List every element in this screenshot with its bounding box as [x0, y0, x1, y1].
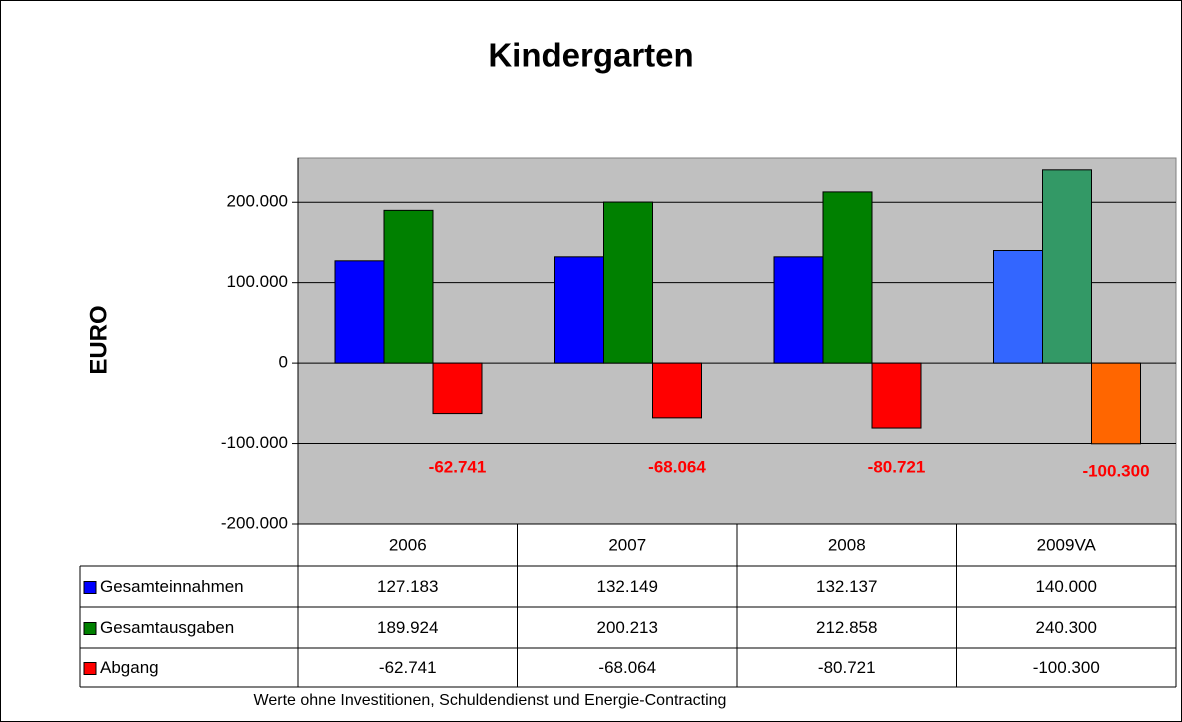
- y-tick-label: 0: [279, 353, 288, 372]
- bar: [822, 191, 873, 364]
- y-tick-label: -100.000: [221, 433, 288, 452]
- table-value: 189.924: [377, 618, 438, 637]
- y-axis-label: EURO: [85, 305, 112, 374]
- data-label: -80.721: [868, 457, 926, 476]
- legend-swatch: [83, 622, 97, 635]
- table-value: 127.183: [377, 577, 438, 596]
- chart-title: Kindergarten: [488, 37, 693, 74]
- table-value: 140.000: [1036, 577, 1097, 596]
- legend-swatch: [83, 581, 97, 594]
- y-tick-label: -200.000: [221, 513, 288, 532]
- table-value: 200.213: [597, 618, 658, 637]
- data-label: -68.064: [648, 457, 706, 476]
- x-tick-label: 2009VA: [1037, 535, 1097, 554]
- data-label: -62.741: [429, 457, 487, 476]
- legend-swatch: [83, 662, 97, 675]
- footnote: Werte ohne Investitionen, Schuldendienst…: [254, 692, 727, 709]
- bar: [871, 362, 922, 429]
- table-value: -80.721: [818, 658, 876, 677]
- bar: [652, 362, 702, 419]
- bar: [773, 256, 824, 364]
- y-tick-label: 200.000: [227, 192, 288, 211]
- legend-label: Gesamteinnahmen: [100, 577, 244, 596]
- bar: [432, 362, 483, 415]
- data-label: -100.300: [1082, 461, 1149, 480]
- x-tick-label: 2008: [828, 535, 866, 554]
- y-tick-label: 100.000: [227, 272, 288, 291]
- bar: [554, 256, 604, 364]
- table-value: 212.858: [816, 618, 877, 637]
- bar: [1042, 169, 1092, 364]
- x-tick-label: 2006: [389, 535, 427, 554]
- table-value: 240.300: [1036, 618, 1097, 637]
- legend-label: Gesamtausgaben: [100, 618, 234, 637]
- bar: [334, 260, 385, 364]
- table-value: 132.149: [597, 577, 658, 596]
- legend-label: Abgang: [100, 658, 159, 677]
- table-value: -68.064: [598, 658, 656, 677]
- bar: [383, 209, 434, 364]
- table-value: -100.300: [1033, 658, 1100, 677]
- bar: [1091, 362, 1141, 445]
- bar: [993, 250, 1043, 364]
- table-value: 132.137: [816, 577, 877, 596]
- table-value: -62.741: [379, 658, 437, 677]
- bar: [603, 201, 653, 364]
- x-tick-label: 2007: [608, 535, 646, 554]
